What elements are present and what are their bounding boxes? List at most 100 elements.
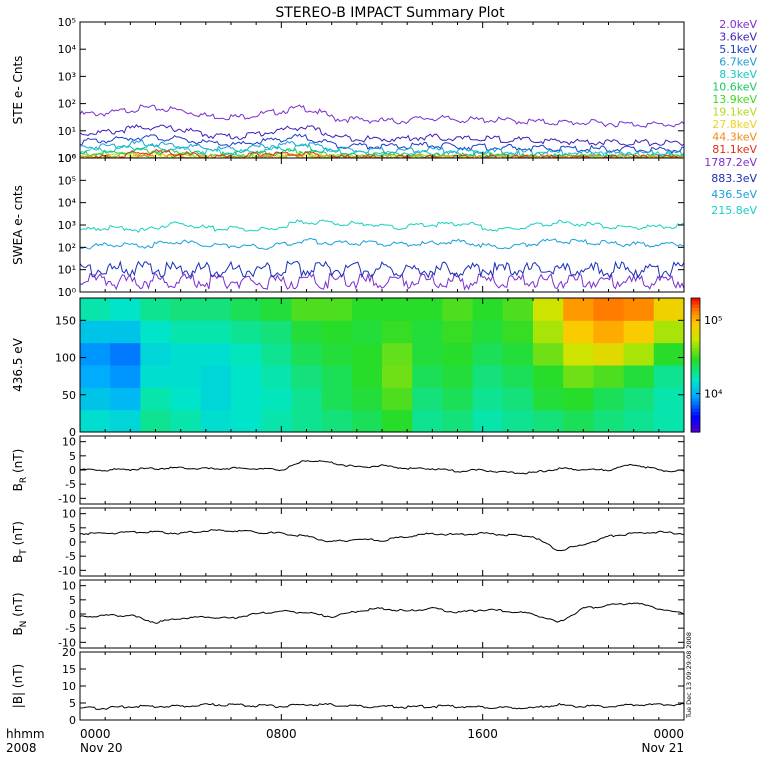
- heatmap-cell: [200, 409, 232, 433]
- heatmap-cell: [170, 387, 202, 411]
- panel-2-series-line: [79, 219, 684, 233]
- colorbar-segment: [691, 318, 700, 323]
- heatmap-cell: [291, 409, 323, 433]
- panel-6-frame: [79, 579, 685, 649]
- colorbar-segment: [691, 304, 700, 309]
- colorbar-segment: [691, 368, 700, 373]
- colorbar-segment: [691, 408, 700, 413]
- heatmap-cell: [412, 298, 443, 321]
- heatmap-cell: [261, 298, 292, 321]
- heatmap-cell: [502, 298, 534, 321]
- panel-5-y-tick-label: 5: [69, 522, 76, 535]
- panel-3-y-tick-label: 100: [55, 352, 76, 365]
- heatmap-cell: [80, 320, 111, 344]
- heatmap-cell: [321, 298, 353, 321]
- panel-3-y-tick-label: 150: [55, 314, 76, 327]
- heatmap-cell: [472, 409, 504, 433]
- heatmap-cell: [382, 365, 413, 388]
- heatmap-cell: [231, 365, 262, 388]
- heatmap-cell: [412, 387, 443, 411]
- colorbar-segment: [691, 361, 700, 366]
- legend-entry: 6.7keV: [719, 56, 757, 69]
- colorbar-segment: [691, 381, 700, 386]
- time-axis-label: 0000: [653, 727, 684, 741]
- panel-1-frame: [79, 21, 685, 159]
- heatmap-cell: [291, 320, 323, 344]
- processing-timestamp: Tue Dec 13 09:29:08 2008: [685, 632, 693, 719]
- legend-entry: 27.8keV: [712, 118, 757, 131]
- heatmap-cell: [110, 387, 141, 411]
- panel-7-y-tick-label: 10: [62, 680, 76, 693]
- panel-1-y-tick-label: 10¹: [58, 125, 76, 138]
- colorbar-segment: [691, 328, 700, 333]
- heatmap-cell: [502, 342, 534, 366]
- date-axis-label: Nov 20: [80, 741, 123, 755]
- colorbar-tick-label: 10⁴: [704, 388, 723, 401]
- legend-entry: 3.6keV: [719, 31, 757, 44]
- heatmap-cell: [382, 342, 413, 366]
- panel-4-frame: [79, 435, 685, 505]
- heatmap-cell: [170, 320, 202, 344]
- colorbar-segment: [691, 395, 700, 400]
- colorbar-segment: [691, 331, 700, 336]
- colorbar-segment: [691, 375, 700, 379]
- panel-4-y-tick-label: -10: [58, 492, 76, 505]
- heatmap-cell: [110, 365, 141, 388]
- heatmap-cell: [623, 298, 655, 321]
- heatmap-cell: [291, 365, 323, 388]
- heatmap-cell: [321, 365, 353, 388]
- heatmap-cell: [231, 387, 262, 411]
- heatmap-cell: [291, 342, 323, 366]
- panel-5-series-line: [79, 529, 685, 552]
- heatmap-cell: [472, 387, 504, 411]
- heatmap-cell: [653, 387, 685, 411]
- heatmap-cell: [321, 320, 353, 344]
- heatmap-cell: [472, 365, 504, 388]
- heatmap-cell: [382, 320, 413, 344]
- heatmap-cell: [442, 365, 474, 388]
- panel-4-y-tick-label: 5: [69, 450, 76, 463]
- heatmap-cell: [593, 298, 625, 321]
- panel-4-y-tick-label: 10: [62, 436, 76, 449]
- heatmap-cell: [502, 409, 534, 433]
- panel-2-y-tick-label: 10⁰: [58, 286, 77, 299]
- heatmap-cell: [502, 387, 534, 411]
- colorbar-segment: [691, 365, 700, 369]
- panel-7-series-line: [79, 702, 685, 710]
- panel-6-y-tick-label: 5: [69, 594, 76, 607]
- date-axis-label: Nov 21: [641, 741, 684, 755]
- heatmap-cell: [653, 409, 685, 433]
- colorbar-segment: [691, 385, 700, 390]
- panel-2-y-tick-label: 10³: [58, 219, 76, 232]
- colorbar-segment: [691, 301, 700, 306]
- panel-4-ylabel: BR (nT): [11, 449, 29, 492]
- heatmap-cell: [382, 298, 413, 321]
- colorbar-segment: [691, 348, 700, 353]
- panel-5-ylabel: BT (nT): [11, 521, 29, 563]
- colorbar-segment: [691, 418, 700, 423]
- colorbar-segment: [691, 354, 700, 359]
- panel-2-y-tick-label: 10⁶: [58, 152, 77, 165]
- heatmap-cell: [653, 342, 685, 366]
- panel-6-series-line: [79, 602, 685, 624]
- heatmap-cell: [382, 387, 413, 411]
- heatmap-cell: [261, 387, 292, 411]
- heatmap-cell: [200, 320, 232, 344]
- heatmap-cell: [170, 365, 202, 388]
- colorbar-segment: [691, 421, 700, 426]
- colorbar-segment: [691, 311, 700, 316]
- heatmap-cell: [140, 387, 172, 411]
- panel-3-y-tick-label: 50: [62, 389, 76, 402]
- heatmap-cell: [170, 298, 202, 321]
- colorbar-segment: [691, 314, 700, 319]
- panel-7-y-tick-label: 20: [62, 646, 76, 659]
- heatmap-cell: [140, 298, 172, 321]
- colorbar-segment: [691, 344, 700, 349]
- time-axis-label: 0000: [80, 727, 111, 741]
- colorbar-segment: [691, 321, 700, 326]
- heatmap-cell: [563, 387, 594, 411]
- heatmap-cell: [563, 342, 594, 366]
- panel-1-series-line: [79, 124, 685, 147]
- heatmap-cell: [261, 320, 292, 344]
- heatmap-cell: [200, 365, 232, 388]
